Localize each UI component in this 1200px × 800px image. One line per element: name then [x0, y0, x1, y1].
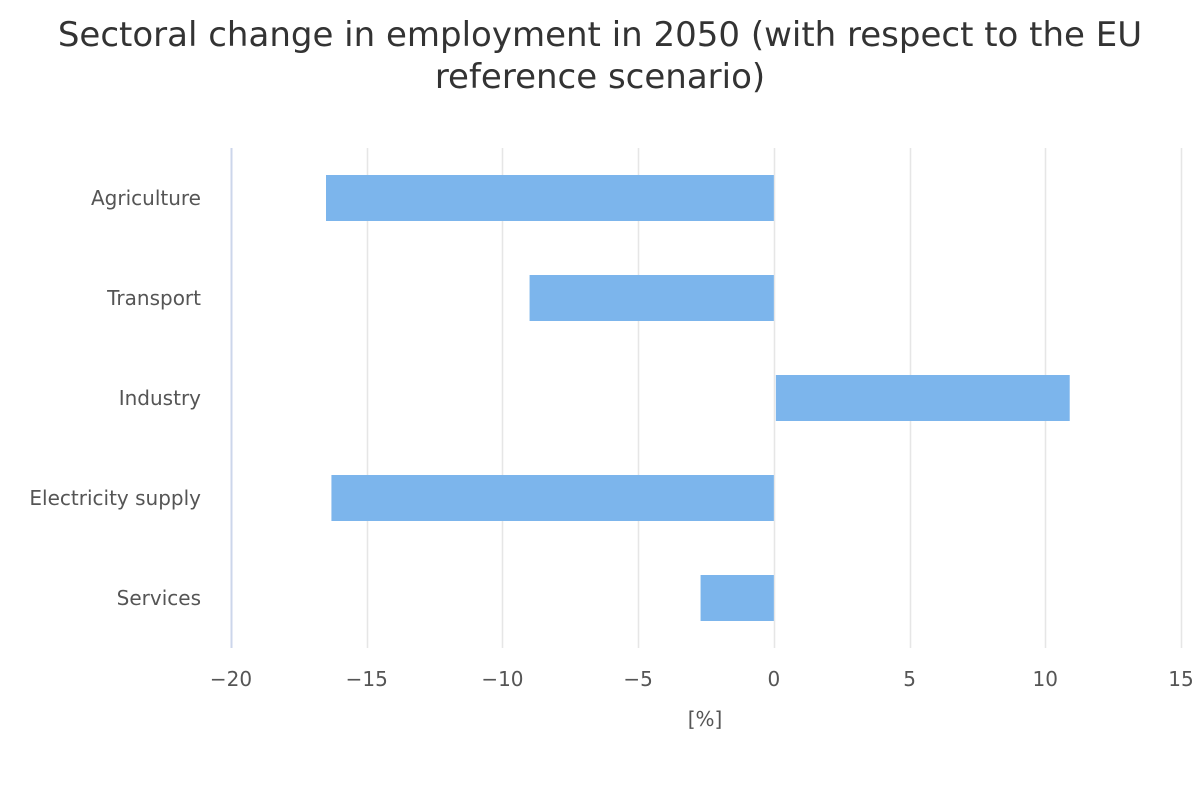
category-label: Services: [117, 586, 201, 610]
category-label: Electricity supply: [29, 486, 201, 510]
x-tick-label: −10: [481, 667, 523, 691]
x-tick-label: 5: [903, 667, 916, 691]
x-tick-labels: −20 −15 −10 −5 0 5 10 15: [210, 667, 1194, 691]
category-labels: Agriculture Transport Industry Electricity …: [29, 186, 201, 610]
category-label: Agriculture: [91, 186, 201, 210]
x-tick-label: 10: [1033, 667, 1058, 691]
category-label: Industry: [119, 386, 201, 410]
x-tick-label: 0: [767, 667, 780, 691]
bar-electricity-supply: [331, 475, 774, 521]
bar-agriculture: [326, 175, 774, 221]
x-tick-label: −15: [346, 667, 388, 691]
category-label: Transport: [106, 286, 201, 310]
bars: [326, 175, 1070, 621]
bar-services: [700, 575, 774, 621]
x-tick-label: 15: [1168, 667, 1193, 691]
x-tick-label: −20: [210, 667, 252, 691]
x-tick-label: −5: [623, 667, 652, 691]
chart-title: Sectoral change in employment in 2050 (w…: [57, 15, 1143, 97]
bar-transport: [529, 275, 774, 321]
x-axis-title: [%]: [688, 707, 723, 731]
bar-industry: [775, 375, 1070, 421]
